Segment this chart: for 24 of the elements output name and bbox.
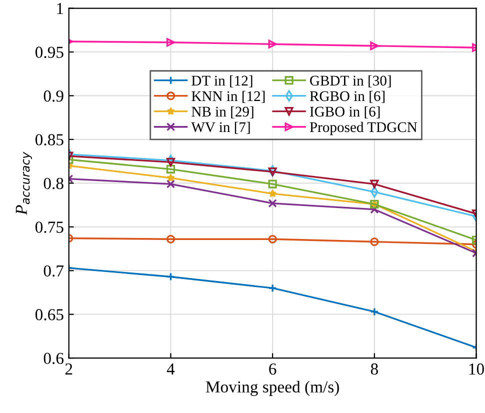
x-tick-label: 2 <box>65 363 72 374</box>
y-tick-label: 0.85 <box>35 134 64 146</box>
y-tick-label: 0.8 <box>44 178 64 190</box>
x-tick-label: 10 <box>469 363 484 375</box>
y-tick-label: 0.65 <box>35 309 64 320</box>
x-tick-label: 8 <box>370 363 378 375</box>
legend-label: GBDT in [30] <box>310 75 391 88</box>
legend-label: NB in [29] <box>192 106 254 118</box>
y-tick-label: 0.75 <box>35 222 64 233</box>
y-tick-label: 0.6 <box>44 352 64 364</box>
y-tick-label: 0.9 <box>44 90 64 102</box>
legend-label: DT in [12] <box>192 75 252 88</box>
y-tick-label: 1 <box>57 3 64 14</box>
legend-label: WV in [7] <box>191 122 250 134</box>
x-axis-title: Moving speed (m/s) <box>206 380 339 396</box>
legend-label: IGBO in [6] <box>310 106 380 118</box>
y-axis-title: P$_{accuracy}$ <box>16 152 32 216</box>
legend-label: RGBO in [6] <box>310 90 385 103</box>
x-tick-label: 6 <box>269 363 276 375</box>
y-tick-label: 0.95 <box>35 46 64 58</box>
legend-label: Proposed TDGCN <box>310 122 418 136</box>
x-tick-label: 4 <box>166 364 175 374</box>
y-tick-label: 0.7 <box>44 265 64 277</box>
legend-label: KNN in [12] <box>192 90 265 103</box>
